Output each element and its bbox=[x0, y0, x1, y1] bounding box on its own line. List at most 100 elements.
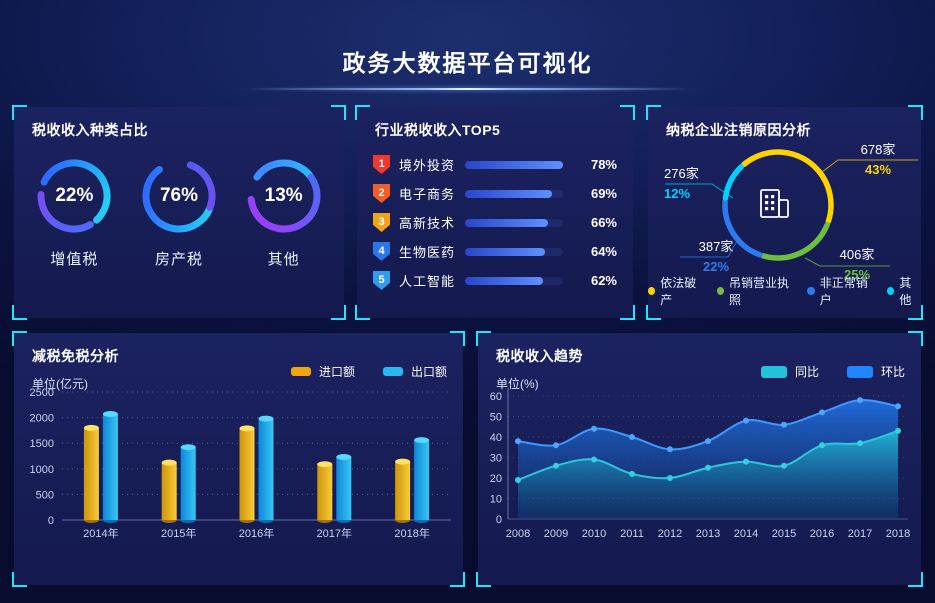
axis-category-label: 2014 bbox=[734, 528, 758, 540]
bar-top-cap bbox=[317, 461, 333, 468]
panel-corner bbox=[476, 572, 491, 587]
legend-item[interactable]: 其他 bbox=[887, 274, 921, 308]
axis-tick-label: 10 bbox=[490, 494, 502, 506]
legend-label: 环比 bbox=[880, 365, 905, 379]
rank-badge: 1 bbox=[373, 155, 390, 174]
bar-出口额-2018年 bbox=[414, 440, 430, 520]
gauge-arc bbox=[247, 159, 321, 233]
bar-top-cap bbox=[239, 425, 255, 432]
legend-item-import[interactable]: 进口额 bbox=[290, 363, 355, 380]
callout-bankruptcy: 678家 43% bbox=[838, 143, 918, 176]
bar-chart: 0 500 1000 1500 2000 2500 2014年 2015年 2016年 2017年… bbox=[30, 387, 451, 540]
bar-track bbox=[465, 276, 563, 285]
top5-row: 5 人工智能 62% bbox=[373, 266, 617, 295]
gauge-arc bbox=[142, 159, 216, 233]
axis-category-label: 2017 bbox=[848, 528, 872, 540]
axis-tick-label: 0 bbox=[496, 514, 502, 526]
gauge-label: 增值税 bbox=[50, 251, 99, 268]
panel-corner bbox=[646, 105, 661, 120]
axis-category-label: 2018年 bbox=[394, 526, 429, 540]
axis-category-label: 2015 bbox=[772, 528, 796, 540]
data-point bbox=[553, 462, 559, 469]
data-point bbox=[895, 427, 901, 434]
data-point bbox=[705, 464, 711, 471]
panel-corner bbox=[12, 572, 27, 587]
legend-item-export[interactable]: 出口额 bbox=[382, 363, 447, 380]
percent-value: 66% bbox=[590, 215, 617, 230]
bar-top-cap bbox=[336, 454, 352, 461]
legend-item-yoy[interactable]: 同比 bbox=[760, 363, 819, 380]
data-point bbox=[743, 417, 749, 424]
industry-label: 生物医药 bbox=[399, 245, 456, 260]
legend-label: 同比 bbox=[794, 365, 819, 379]
legend-marker bbox=[382, 367, 403, 376]
legend-dot bbox=[716, 287, 725, 295]
gauge-other: 13% 其他 bbox=[234, 156, 334, 269]
axis-tick-label: 20 bbox=[490, 473, 502, 485]
callout-revoked: 406家 25% bbox=[824, 248, 890, 281]
data-point bbox=[895, 403, 901, 410]
bar-fill bbox=[465, 247, 546, 256]
legend-item-mom[interactable]: 环比 bbox=[846, 363, 905, 380]
data-point bbox=[705, 438, 711, 445]
panel-corner bbox=[12, 105, 27, 120]
data-point bbox=[819, 409, 825, 416]
gauge-arc bbox=[37, 159, 111, 233]
data-point bbox=[553, 442, 559, 449]
building-body bbox=[760, 189, 780, 218]
panel-deregistration: 纳税企业注销原因分析 678家 43% 276家 12% 387家 22% 40… bbox=[646, 105, 923, 320]
building-window bbox=[771, 207, 775, 211]
axis-category-label: 2017年 bbox=[317, 526, 352, 540]
callout-percent: 22% bbox=[702, 259, 730, 274]
gauge-value: 76% bbox=[159, 185, 198, 206]
axis-tick-label: 40 bbox=[490, 432, 502, 444]
bar-track bbox=[465, 189, 563, 198]
data-point bbox=[629, 434, 635, 440]
panel-corner bbox=[450, 572, 465, 587]
page-title: 政务大数据平台可视化 bbox=[342, 50, 593, 76]
callout-count: 678家 bbox=[860, 142, 896, 157]
bar-top-cap bbox=[83, 424, 99, 431]
bar-track bbox=[465, 247, 563, 256]
legend-marker bbox=[290, 367, 311, 376]
rank-badge: 4 bbox=[373, 242, 390, 261]
axis-tick-label: 1500 bbox=[30, 438, 54, 450]
axis-category-label: 2011 bbox=[620, 528, 644, 540]
panel-corner bbox=[908, 305, 923, 320]
bar-fill bbox=[465, 160, 563, 169]
axis-tick-label: 0 bbox=[48, 515, 54, 527]
rank-badge: 2 bbox=[373, 184, 390, 203]
data-point bbox=[667, 475, 673, 481]
panel-tax-reduction: 减税免税分析 进口额 出口额 单位(亿元) 0 500 1000 1500 2000 25… bbox=[12, 331, 465, 587]
industry-label: 高新技术 bbox=[399, 216, 456, 231]
panel-tax-type: 税收收入种类占比 22% 增值税 76% 房产税 13% bbox=[12, 105, 346, 320]
callout-percent: 43% bbox=[864, 162, 892, 177]
callout-other: 276家 12% bbox=[664, 167, 714, 200]
gauge-value: 13% bbox=[264, 185, 303, 206]
legend-item[interactable]: 非正常销户 bbox=[807, 274, 874, 308]
axis-tick-label: 60 bbox=[490, 391, 502, 403]
axis-category-label: 2016 bbox=[810, 528, 834, 540]
gauge-arc-svg bbox=[37, 159, 111, 233]
panel-tax-trend: 税收收入趋势 同比 环比 单位(%) 0 10 20 30 40 50 60 2008 2009… bbox=[476, 331, 923, 587]
bar-进口额-2014年 bbox=[83, 427, 99, 520]
legend-item[interactable]: 依法破产 bbox=[648, 274, 704, 308]
callout-line bbox=[680, 240, 738, 258]
legend-marker bbox=[846, 365, 873, 378]
legend-item[interactable]: 吊销营业执照 bbox=[716, 274, 795, 308]
data-point bbox=[781, 421, 787, 428]
panel-corner bbox=[355, 305, 370, 320]
legend-dot bbox=[648, 287, 656, 295]
rank-badge: 3 bbox=[373, 213, 390, 232]
bar-top-cap bbox=[102, 411, 118, 418]
legend-label: 出口额 bbox=[410, 365, 447, 379]
bar-top-cap bbox=[395, 458, 411, 465]
top5-row: 2 电子商务 69% bbox=[373, 179, 617, 208]
axis-category-label: 2012 bbox=[658, 528, 682, 540]
bar-top-cap bbox=[258, 415, 274, 422]
panel-title: 税收收入种类占比 bbox=[32, 122, 148, 138]
y-axis-unit: 单位(%) bbox=[496, 377, 539, 391]
gauge-label: 其他 bbox=[267, 251, 300, 268]
panel-title: 行业税收收入TOP5 bbox=[375, 122, 501, 138]
panel-title: 减税免税分析 bbox=[32, 348, 119, 364]
